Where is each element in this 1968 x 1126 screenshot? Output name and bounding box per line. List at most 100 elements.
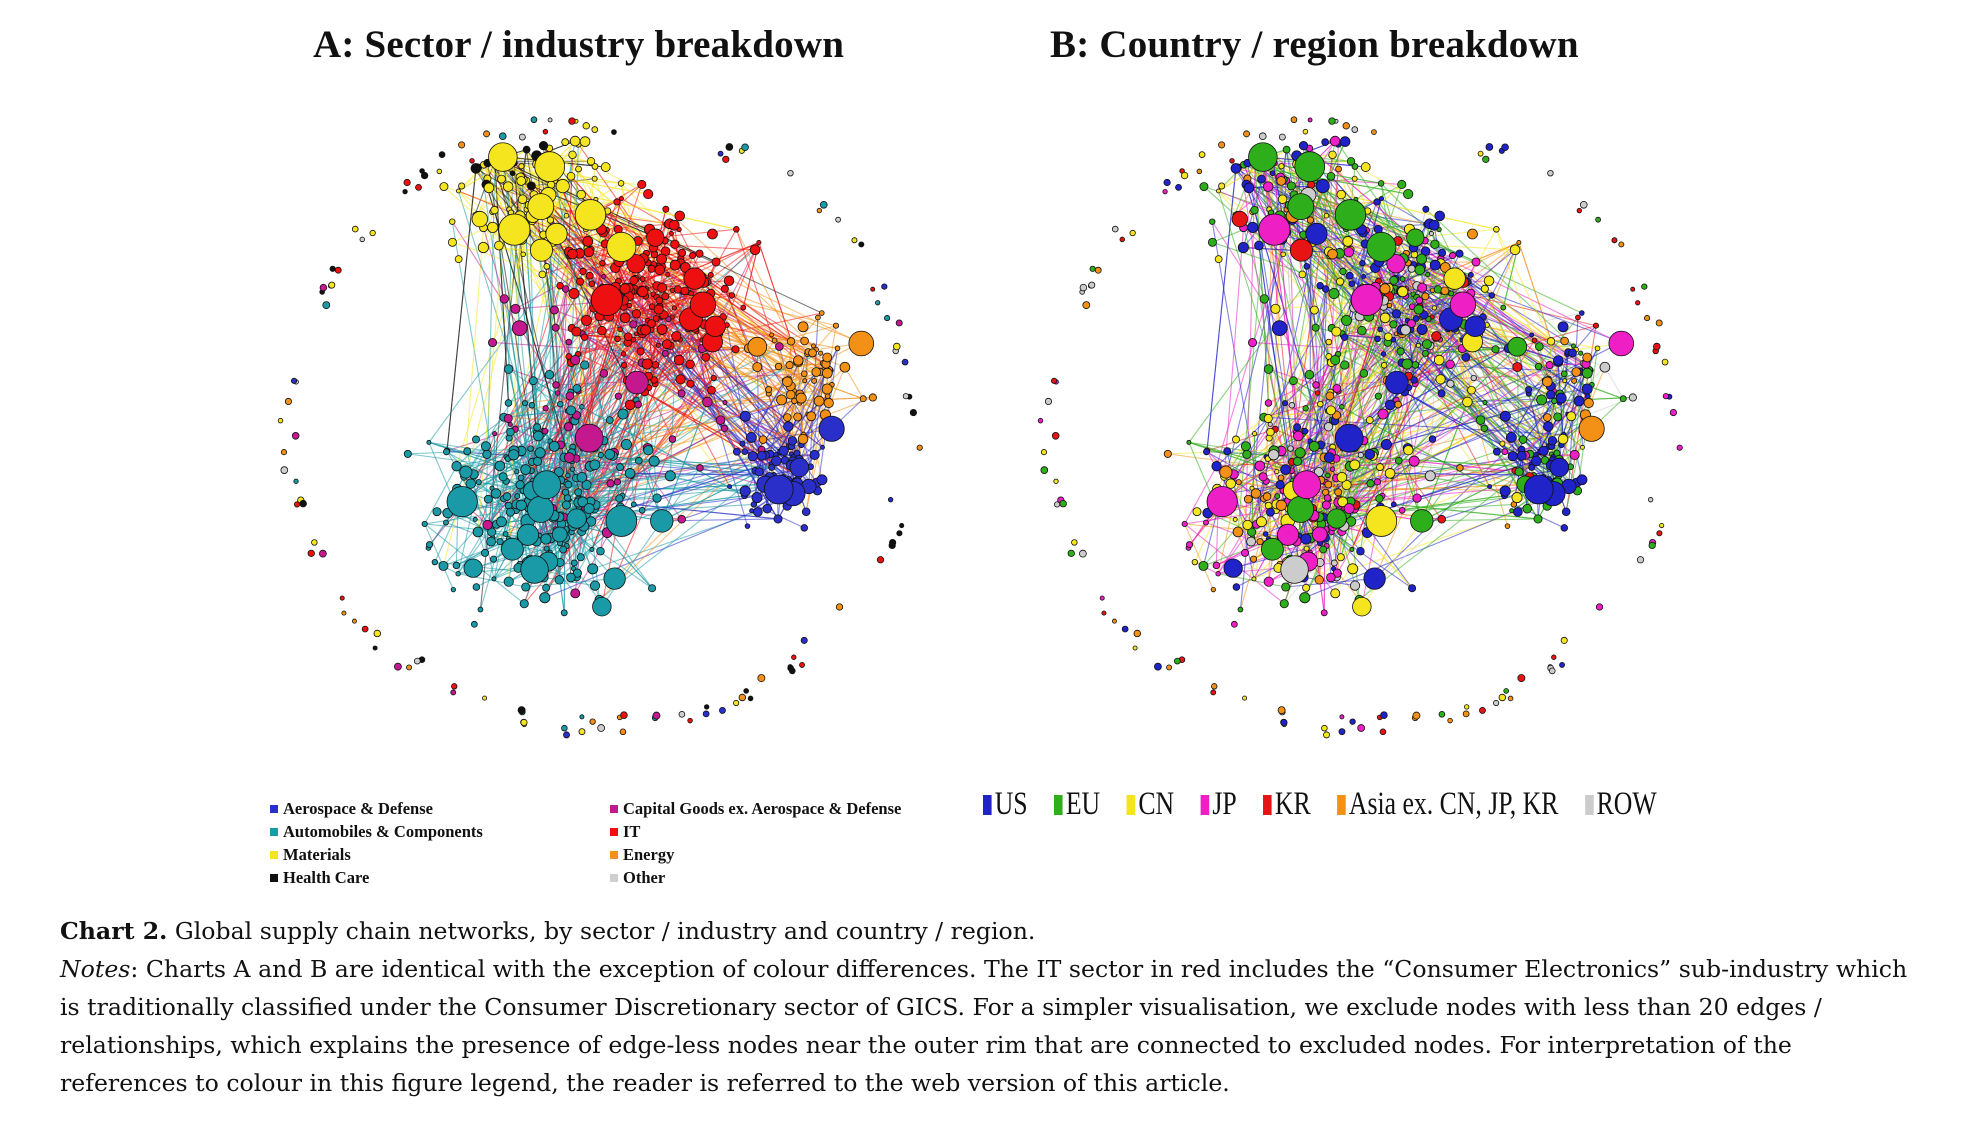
network-node <box>1543 413 1552 422</box>
network-node <box>1479 706 1486 714</box>
network-node <box>715 415 726 425</box>
network-node <box>648 584 657 593</box>
network-node <box>280 466 289 474</box>
network-node <box>1499 440 1506 447</box>
network-node <box>1477 150 1484 157</box>
network-node <box>532 470 562 500</box>
network-edge <box>1225 433 1304 473</box>
network-node <box>757 674 766 683</box>
network-edge <box>514 224 578 389</box>
network-node <box>782 376 793 388</box>
network-node <box>538 270 547 279</box>
network-edge <box>1331 327 1427 345</box>
network-node <box>1277 194 1288 204</box>
network-node <box>1659 522 1665 529</box>
network-node <box>569 135 581 147</box>
network-node <box>1528 463 1536 471</box>
network-edge <box>1265 448 1292 535</box>
network-node <box>723 275 735 287</box>
network-node <box>561 138 569 146</box>
network-node <box>1575 314 1581 321</box>
network-node <box>747 451 758 462</box>
network-node <box>1330 588 1341 599</box>
network-node <box>1377 326 1383 333</box>
network-node <box>1266 427 1275 437</box>
network-node <box>1277 706 1286 715</box>
network-node <box>1357 325 1367 336</box>
network-node <box>563 452 575 463</box>
network-node <box>451 461 462 472</box>
network-node <box>1516 450 1527 461</box>
network-node <box>1379 312 1391 324</box>
network-node <box>909 409 917 417</box>
network-node <box>1240 548 1250 557</box>
network-edge <box>1391 427 1485 478</box>
network-node <box>1385 370 1409 395</box>
network-node <box>502 181 514 192</box>
network-node <box>848 330 875 357</box>
network-node <box>1198 560 1209 571</box>
network-node <box>762 503 772 514</box>
network-node <box>574 488 583 497</box>
network-node <box>311 539 318 546</box>
network-node <box>821 383 833 395</box>
network-node <box>733 699 740 707</box>
network-node <box>606 231 637 262</box>
network-node <box>603 567 626 590</box>
network-edge <box>1184 523 1214 590</box>
network-edge <box>1379 476 1393 508</box>
network-node <box>1111 225 1119 233</box>
network-node <box>671 331 682 342</box>
network-node <box>1334 199 1367 231</box>
network-node <box>1416 324 1428 335</box>
network-node <box>1232 583 1241 591</box>
network-edge <box>595 182 622 200</box>
network-node <box>689 291 717 318</box>
network-edge <box>463 227 485 477</box>
network-node <box>515 480 525 490</box>
network-node <box>1507 451 1518 462</box>
network-node <box>1408 584 1417 593</box>
network-edge <box>1361 520 1423 607</box>
network-edge <box>461 419 574 503</box>
network-node <box>1412 315 1420 322</box>
network-node <box>482 519 493 531</box>
network-node <box>567 248 578 260</box>
network-edge <box>1263 416 1564 436</box>
network-edge <box>1421 471 1520 522</box>
network-node <box>1414 264 1426 276</box>
network-edge <box>465 433 544 473</box>
network-node <box>544 370 555 380</box>
network-node <box>552 381 560 389</box>
network-node <box>793 412 803 422</box>
network-node <box>574 199 607 231</box>
network-edge <box>475 402 526 440</box>
network-node <box>1551 654 1557 660</box>
network-edge <box>1380 182 1454 256</box>
network-node <box>1263 364 1274 374</box>
network-node <box>1538 445 1549 456</box>
network-node <box>1214 255 1223 264</box>
network-node <box>625 370 649 395</box>
network-node <box>646 228 665 247</box>
network-node <box>1094 266 1102 274</box>
network-node <box>1287 445 1294 452</box>
network-node <box>1361 274 1367 279</box>
legend-swatch <box>1263 794 1272 815</box>
network-node <box>1350 283 1383 316</box>
network-node <box>518 163 525 170</box>
network-edge <box>1381 198 1427 225</box>
network-node <box>1326 171 1336 181</box>
network-edge <box>1390 472 1529 476</box>
network-node <box>1294 447 1306 459</box>
network-node <box>1380 438 1392 451</box>
network-node <box>640 324 651 336</box>
network-node <box>1403 445 1414 456</box>
network-node <box>1258 213 1291 246</box>
network-edge <box>1242 227 1265 300</box>
network-node <box>1595 603 1604 611</box>
network-edge <box>778 317 819 367</box>
network-node <box>543 545 550 552</box>
network-node <box>1256 516 1267 528</box>
network-node <box>486 536 496 547</box>
